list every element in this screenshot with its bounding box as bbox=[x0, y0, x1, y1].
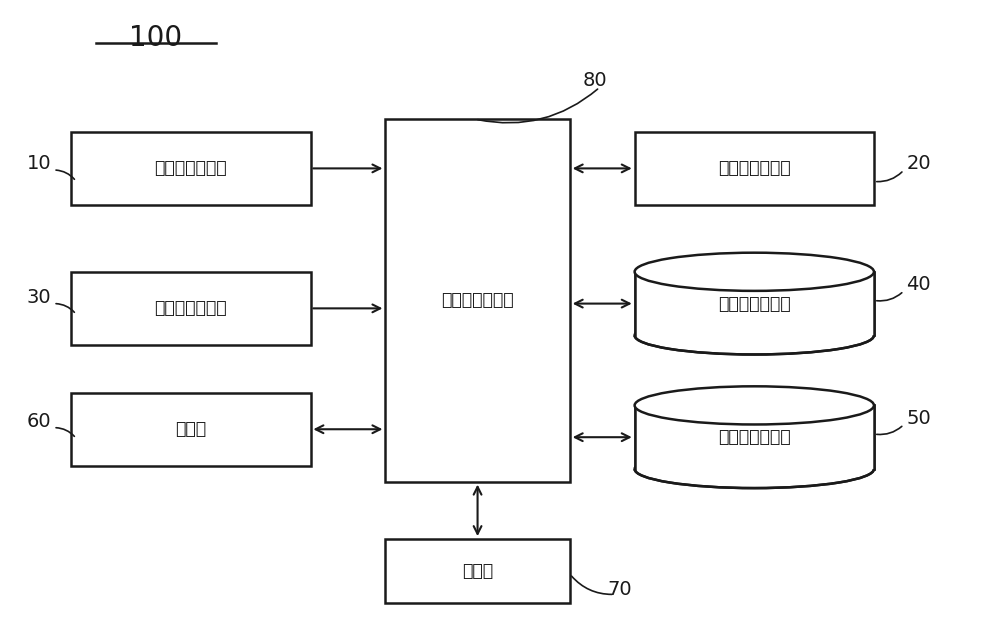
Text: 患者信息存储部: 患者信息存储部 bbox=[718, 159, 791, 178]
Text: 群体系数数据库: 群体系数数据库 bbox=[718, 428, 791, 446]
Text: 心电图仪控制器: 心电图仪控制器 bbox=[441, 291, 514, 309]
Text: 50: 50 bbox=[906, 408, 931, 427]
Bar bbox=[71, 272, 311, 345]
Text: 40: 40 bbox=[907, 275, 931, 294]
Bar bbox=[385, 119, 570, 482]
Text: 20: 20 bbox=[907, 154, 931, 173]
Ellipse shape bbox=[635, 450, 874, 488]
Text: 10: 10 bbox=[27, 154, 52, 173]
Bar bbox=[635, 405, 874, 469]
Bar bbox=[635, 132, 874, 205]
Ellipse shape bbox=[635, 316, 874, 355]
Ellipse shape bbox=[635, 252, 874, 291]
Bar bbox=[635, 272, 874, 335]
Bar bbox=[635, 405, 874, 469]
Bar bbox=[635, 272, 874, 335]
Text: 个体系数数据库: 个体系数数据库 bbox=[718, 295, 791, 312]
Text: 心电图测量电极: 心电图测量电极 bbox=[155, 299, 227, 318]
Bar bbox=[71, 393, 311, 466]
Text: 70: 70 bbox=[607, 580, 632, 599]
Bar bbox=[71, 132, 311, 205]
Text: 60: 60 bbox=[27, 412, 52, 431]
Bar bbox=[385, 539, 570, 603]
Text: 患者信息输入部: 患者信息输入部 bbox=[155, 159, 227, 178]
Text: 100: 100 bbox=[129, 24, 183, 52]
Text: 80: 80 bbox=[582, 72, 607, 90]
Text: 30: 30 bbox=[27, 288, 52, 307]
Ellipse shape bbox=[635, 387, 874, 424]
Text: 通讯部: 通讯部 bbox=[462, 562, 493, 580]
Text: 显示部: 显示部 bbox=[175, 420, 206, 438]
